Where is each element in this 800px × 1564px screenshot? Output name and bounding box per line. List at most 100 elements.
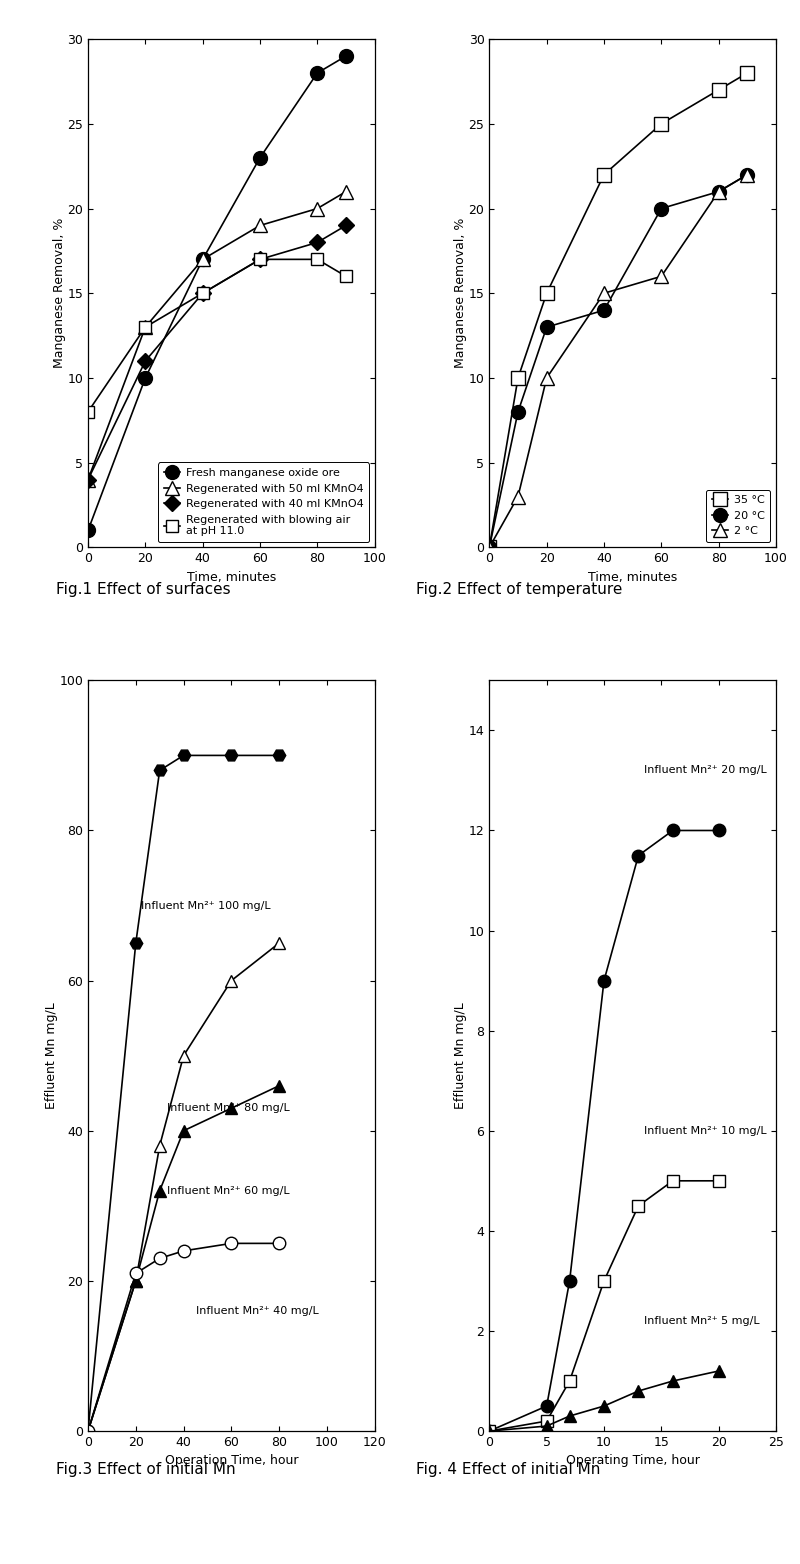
- Influent Mn²⁺ 80 mg/L: [155, 1137, 165, 1156]
- 2 °C: [514, 486, 523, 505]
- Influent Mn²⁺ 80 mg/L: [178, 1046, 188, 1065]
- Fresh manganese oxide ore: [141, 369, 150, 388]
- Regenerated with blowing air
at pH 11.0: [341, 267, 350, 286]
- Text: Influent Mn²⁺ 20 mg/L: Influent Mn²⁺ 20 mg/L: [644, 765, 767, 776]
- Influent Mn²⁺ 10 mg/L: [634, 1196, 643, 1215]
- Influent Mn²⁺ 10 mg/L: [542, 1412, 551, 1431]
- Influent Mn²⁺ 20 mg/L: [634, 846, 643, 865]
- Y-axis label: Effluent Mn mg/L: Effluent Mn mg/L: [45, 1003, 58, 1109]
- Influent Mn²⁺ 10 mg/L: [565, 1372, 574, 1390]
- Regenerated with blowing air
at pH 11.0: [255, 250, 265, 269]
- Influent Mn²⁺ 100 mg/L: [131, 934, 141, 952]
- 20 °C: [485, 538, 494, 557]
- Influent Mn²⁺ 20 mg/L: [714, 821, 723, 840]
- Line: Influent Mn²⁺ 10 mg/L: Influent Mn²⁺ 10 mg/L: [483, 1175, 725, 1437]
- 2 °C: [485, 538, 494, 557]
- Influent Mn²⁺ 60 mg/L: [178, 1121, 188, 1140]
- Y-axis label: Effluent Mn mg/L: Effluent Mn mg/L: [454, 1003, 467, 1109]
- Influent Mn²⁺ 20 mg/L: [542, 1397, 551, 1415]
- Text: Fig. 4 Effect of initial Mn: Fig. 4 Effect of initial Mn: [416, 1462, 600, 1478]
- 2 °C: [599, 283, 609, 302]
- Fresh manganese oxide ore: [255, 149, 265, 167]
- Line: Fresh manganese oxide ore: Fresh manganese oxide ore: [81, 48, 353, 538]
- Text: Influent Mn²⁺ 80 mg/L: Influent Mn²⁺ 80 mg/L: [167, 1103, 290, 1114]
- Influent Mn²⁺ 40 mg/L: [131, 1264, 141, 1282]
- Regenerated with blowing air
at pH 11.0: [141, 317, 150, 336]
- Regenerated with 40 ml KMnO4: [313, 233, 322, 252]
- Fresh manganese oxide ore: [313, 64, 322, 83]
- Regenerated with 50 ml KMnO4: [198, 250, 207, 269]
- Influent Mn²⁺ 60 mg/L: [274, 1076, 284, 1095]
- Legend: Fresh manganese oxide ore, Regenerated with 50 ml KMnO4, Regenerated with 40 ml : Fresh manganese oxide ore, Regenerated w…: [158, 463, 369, 541]
- Influent Mn²⁺ 5 mg/L: [565, 1406, 574, 1425]
- Influent Mn²⁺ 10 mg/L: [599, 1272, 609, 1290]
- Regenerated with blowing air
at pH 11.0: [313, 250, 322, 269]
- Fresh manganese oxide ore: [341, 47, 350, 66]
- Line: 35 °C: 35 °C: [482, 66, 754, 554]
- 20 °C: [599, 300, 609, 319]
- 35 °C: [599, 166, 609, 185]
- Influent Mn²⁺ 10 mg/L: [714, 1171, 723, 1190]
- X-axis label: Operation Time, hour: Operation Time, hour: [165, 1455, 298, 1467]
- Text: Influent Mn²⁺ 100 mg/L: Influent Mn²⁺ 100 mg/L: [141, 901, 270, 910]
- 20 °C: [542, 317, 551, 336]
- Line: Influent Mn²⁺ 100 mg/L: Influent Mn²⁺ 100 mg/L: [82, 749, 286, 1437]
- 2 °C: [714, 183, 723, 202]
- Line: Regenerated with 50 ml KMnO4: Regenerated with 50 ml KMnO4: [81, 185, 353, 486]
- Influent Mn²⁺ 40 mg/L: [83, 1422, 93, 1440]
- Line: Influent Mn²⁺ 20 mg/L: Influent Mn²⁺ 20 mg/L: [483, 824, 725, 1437]
- 20 °C: [742, 166, 752, 185]
- Influent Mn²⁺ 40 mg/L: [274, 1234, 284, 1253]
- Influent Mn²⁺ 80 mg/L: [226, 971, 236, 990]
- Influent Mn²⁺ 10 mg/L: [485, 1422, 494, 1440]
- Influent Mn²⁺ 40 mg/L: [226, 1234, 236, 1253]
- Influent Mn²⁺ 80 mg/L: [83, 1422, 93, 1440]
- Influent Mn²⁺ 100 mg/L: [226, 746, 236, 765]
- Regenerated with 50 ml KMnO4: [141, 317, 150, 336]
- Line: Influent Mn²⁺ 60 mg/L: Influent Mn²⁺ 60 mg/L: [82, 1079, 286, 1437]
- Influent Mn²⁺ 5 mg/L: [668, 1372, 678, 1390]
- Fresh manganese oxide ore: [198, 250, 207, 269]
- 20 °C: [657, 199, 666, 217]
- Text: Influent Mn²⁺ 10 mg/L: Influent Mn²⁺ 10 mg/L: [644, 1126, 766, 1135]
- Regenerated with blowing air
at pH 11.0: [198, 283, 207, 302]
- Influent Mn²⁺ 60 mg/L: [83, 1422, 93, 1440]
- Influent Mn²⁺ 40 mg/L: [178, 1242, 188, 1261]
- Regenerated with 40 ml KMnO4: [341, 216, 350, 235]
- 20 °C: [714, 183, 723, 202]
- 35 °C: [542, 283, 551, 302]
- Regenerated with 40 ml KMnO4: [83, 471, 93, 490]
- Text: Influent Mn²⁺ 5 mg/L: Influent Mn²⁺ 5 mg/L: [644, 1315, 760, 1326]
- Legend: 35 °C, 20 °C, 2 °C: 35 °C, 20 °C, 2 °C: [706, 490, 770, 541]
- 2 °C: [542, 369, 551, 388]
- Influent Mn²⁺ 5 mg/L: [599, 1397, 609, 1415]
- X-axis label: Operating Time, hour: Operating Time, hour: [566, 1455, 700, 1467]
- Influent Mn²⁺ 100 mg/L: [274, 746, 284, 765]
- Influent Mn²⁺ 10 mg/L: [668, 1171, 678, 1190]
- Influent Mn²⁺ 100 mg/L: [178, 746, 188, 765]
- Y-axis label: Manganese Removal, %: Manganese Removal, %: [53, 217, 66, 369]
- Line: Influent Mn²⁺ 80 mg/L: Influent Mn²⁺ 80 mg/L: [82, 937, 286, 1437]
- Regenerated with blowing air
at pH 11.0: [83, 402, 93, 421]
- 35 °C: [657, 114, 666, 133]
- Influent Mn²⁺ 80 mg/L: [274, 934, 284, 952]
- Text: Influent Mn²⁺ 40 mg/L: Influent Mn²⁺ 40 mg/L: [195, 1306, 318, 1315]
- 35 °C: [714, 80, 723, 100]
- 35 °C: [514, 369, 523, 388]
- X-axis label: Time, minutes: Time, minutes: [588, 571, 678, 583]
- Influent Mn²⁺ 60 mg/L: [226, 1099, 236, 1118]
- Influent Mn²⁺ 60 mg/L: [131, 1272, 141, 1290]
- Text: Fig.1 Effect of surfaces: Fig.1 Effect of surfaces: [56, 582, 230, 597]
- Line: Regenerated with 40 ml KMnO4: Regenerated with 40 ml KMnO4: [82, 221, 351, 485]
- Line: Regenerated with blowing air
at pH 11.0: Regenerated with blowing air at pH 11.0: [82, 253, 352, 418]
- Regenerated with 40 ml KMnO4: [255, 250, 265, 269]
- Regenerated with 50 ml KMnO4: [313, 199, 322, 217]
- 35 °C: [485, 538, 494, 557]
- 2 °C: [742, 166, 752, 185]
- Text: Fig.2 Effect of temperature: Fig.2 Effect of temperature: [416, 582, 622, 597]
- Line: Influent Mn²⁺ 40 mg/L: Influent Mn²⁺ 40 mg/L: [82, 1237, 286, 1437]
- Influent Mn²⁺ 60 mg/L: [155, 1181, 165, 1200]
- Influent Mn²⁺ 100 mg/L: [83, 1422, 93, 1440]
- Fresh manganese oxide ore: [83, 521, 93, 540]
- Influent Mn²⁺ 20 mg/L: [668, 821, 678, 840]
